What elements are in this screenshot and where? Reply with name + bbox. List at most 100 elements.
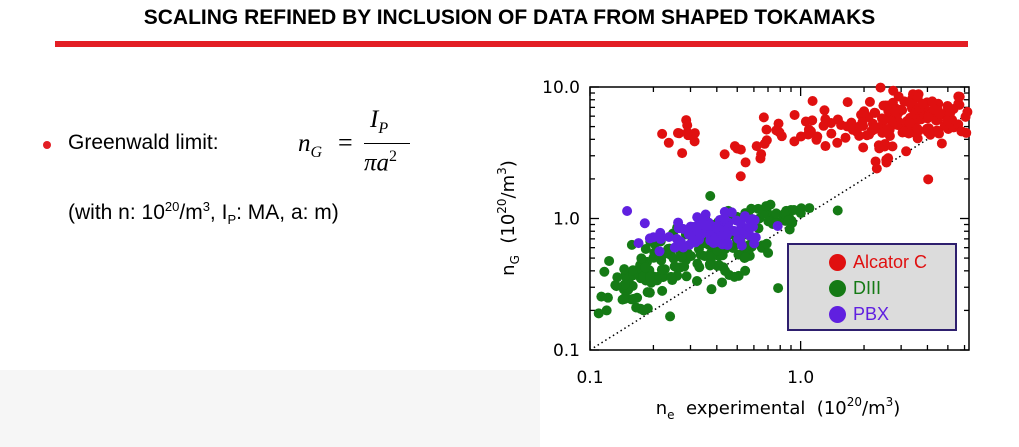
data-point	[612, 272, 623, 283]
data-point	[871, 163, 882, 174]
formula-denominator: πa2	[364, 148, 397, 177]
data-point	[882, 124, 893, 135]
data-point	[654, 246, 665, 257]
background-band	[0, 370, 540, 447]
data-point	[648, 252, 659, 263]
formula-lhs-sub: G	[310, 144, 323, 161]
y-axis-label: nG (1020/m3)	[495, 160, 522, 276]
data-point	[807, 115, 818, 126]
data-point	[675, 236, 686, 247]
data-point	[665, 311, 676, 322]
units-exp20: 20	[164, 199, 180, 214]
data-point	[956, 126, 967, 137]
data-point	[717, 277, 728, 288]
data-point	[601, 305, 612, 316]
x-axis-label-close: )	[893, 398, 900, 419]
formula-numerator-i: I	[370, 106, 379, 133]
y-tick-label: 0.1	[553, 341, 580, 361]
data-point	[881, 154, 892, 165]
chart-legend: Alcator C DIII PBX	[787, 243, 957, 331]
formula-lhs-n: n	[298, 130, 311, 157]
y-axis-label-text: (10	[498, 214, 519, 255]
legend-label: DIII	[853, 278, 882, 298]
data-point	[772, 220, 783, 231]
data-point	[640, 262, 651, 273]
data-point	[748, 221, 759, 232]
data-point	[912, 133, 923, 144]
y-axis-label-tail: /m	[498, 175, 519, 199]
data-point	[686, 251, 697, 262]
data-point	[789, 109, 800, 120]
data-point	[901, 146, 912, 157]
data-point	[726, 207, 737, 218]
data-point	[903, 128, 914, 139]
formula-equals: =	[338, 128, 353, 157]
y-tick-label: 1.0	[553, 210, 580, 230]
data-point	[619, 294, 630, 305]
data-point	[657, 285, 668, 296]
data-point	[744, 230, 755, 241]
data-point	[721, 229, 732, 240]
data-point	[854, 130, 865, 141]
data-point	[783, 215, 794, 226]
data-point	[869, 124, 880, 135]
units-ip-sub: P	[227, 212, 237, 228]
data-point	[740, 265, 751, 276]
units-m: /m	[179, 201, 203, 224]
data-point	[666, 271, 677, 282]
data-point	[826, 128, 837, 139]
units-note: (with n: 1020/m3, IP: MA, a: m)	[68, 199, 339, 227]
data-point	[639, 218, 650, 229]
data-point	[818, 120, 829, 131]
data-point	[722, 239, 733, 250]
data-point	[642, 287, 653, 298]
formula-lhs: nG	[298, 130, 322, 162]
data-point	[820, 141, 831, 152]
data-point	[890, 106, 901, 117]
y-axis-label-sub: G	[508, 255, 522, 264]
greenwald-formula: nG = IP πa2	[298, 106, 428, 186]
data-point	[599, 266, 610, 277]
x-axis-label: ne experimental (1020/m3)	[656, 395, 901, 422]
data-point	[807, 96, 818, 107]
page-title: SCALING REFINED BY INCLUSION OF DATA FRO…	[143, 6, 876, 29]
data-point	[904, 117, 915, 128]
data-point	[681, 115, 692, 126]
axis-ticks	[589, 86, 969, 351]
data-point	[619, 264, 630, 275]
units-suffix: : MA, a: m)	[236, 201, 339, 224]
data-point	[611, 281, 622, 292]
data-point	[751, 141, 762, 152]
data-point	[842, 97, 853, 108]
x-axis-label-exp: 20	[847, 395, 862, 409]
formula-numerator: IP	[370, 106, 388, 138]
data-point	[656, 264, 667, 275]
data-point	[682, 127, 693, 138]
series-2	[622, 206, 783, 257]
data-point	[761, 238, 772, 249]
data-point	[755, 153, 766, 164]
bullet-dot	[43, 141, 51, 149]
data-point	[771, 208, 782, 219]
data-point	[633, 238, 644, 249]
data-point	[879, 114, 890, 125]
data-point	[858, 142, 869, 153]
title-underline	[55, 41, 968, 47]
data-point	[928, 104, 939, 115]
legend-marker	[829, 306, 846, 323]
greenwald-label: Greenwald limit:	[68, 131, 219, 154]
data-point	[673, 217, 684, 228]
data-point	[622, 206, 633, 217]
formula-denominator-text: πa	[364, 149, 390, 177]
data-point	[736, 240, 747, 251]
formula-numerator-sub: P	[378, 120, 389, 137]
data-point	[677, 148, 688, 159]
data-point	[758, 208, 769, 219]
data-point	[663, 137, 674, 148]
data-point	[648, 232, 659, 243]
data-point	[804, 203, 815, 214]
data-point	[874, 143, 885, 154]
data-point	[746, 203, 757, 214]
y-tick-label: 10.0	[542, 78, 580, 98]
data-point	[683, 229, 694, 240]
